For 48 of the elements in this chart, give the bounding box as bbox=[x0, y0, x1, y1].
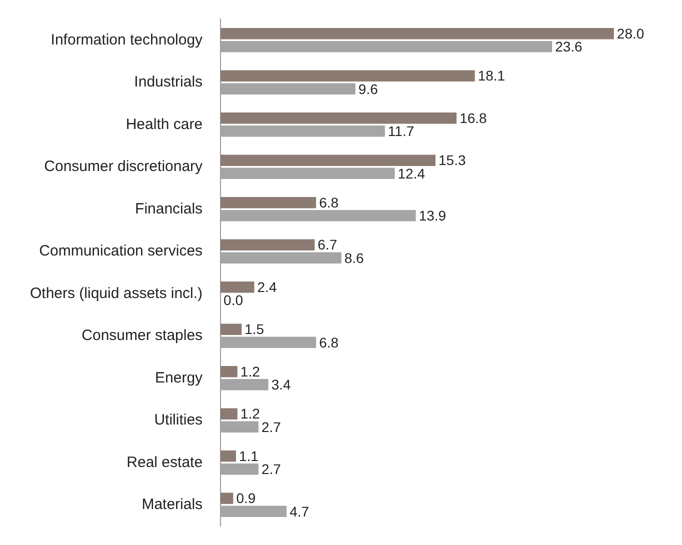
data-label: 18.1 bbox=[478, 68, 506, 84]
bar bbox=[220, 154, 436, 166]
data-label: 4.7 bbox=[290, 503, 310, 520]
data-label: 2.4 bbox=[257, 278, 277, 295]
y-tick-label: Utilities bbox=[154, 412, 203, 429]
data-label: 0.9 bbox=[236, 490, 256, 506]
data-label: 15.3 bbox=[438, 152, 466, 168]
y-tick-label: Consumer discretionary bbox=[44, 158, 204, 176]
data-label: 6.8 bbox=[319, 194, 339, 210]
y-tick-label: Communication services bbox=[39, 242, 203, 260]
data-label: 1.2 bbox=[240, 406, 260, 422]
bar bbox=[220, 196, 316, 208]
bar bbox=[220, 112, 457, 124]
data-label: 1.1 bbox=[239, 448, 259, 464]
data-label: 3.4 bbox=[271, 376, 291, 393]
data-label: 2.7 bbox=[261, 418, 282, 435]
data-label: 13.9 bbox=[418, 208, 446, 224]
y-tick-label: Financials bbox=[135, 200, 203, 218]
bar bbox=[220, 366, 238, 378]
bar bbox=[220, 492, 234, 504]
data-label: 9.6 bbox=[358, 80, 378, 97]
data-label: 12.4 bbox=[398, 165, 426, 182]
data-label: 23.6 bbox=[555, 38, 583, 55]
bar bbox=[220, 450, 236, 462]
y-tick-label: Materials bbox=[142, 496, 203, 514]
data-label: 6.8 bbox=[319, 334, 339, 350]
y-tick-label: Others (liquid assets incl.) bbox=[30, 284, 203, 302]
data-label: 11.7 bbox=[388, 123, 414, 140]
data-label: 2.7 bbox=[261, 461, 282, 478]
data-label: 8.6 bbox=[344, 250, 364, 266]
bar bbox=[220, 408, 238, 420]
bar bbox=[220, 28, 614, 40]
y-tick-label: Health care bbox=[126, 116, 203, 133]
y-tick-label: Information technology bbox=[50, 31, 204, 48]
y-tick-label: Energy bbox=[155, 369, 204, 386]
y-tick-label: Industrials bbox=[134, 74, 203, 91]
data-label: 28.0 bbox=[616, 25, 644, 42]
data-label: 1.2 bbox=[240, 363, 260, 380]
data-label: 6.7 bbox=[318, 236, 338, 253]
bar bbox=[220, 281, 254, 293]
bar bbox=[220, 239, 315, 250]
y-tick-label: Real estate bbox=[126, 454, 203, 471]
y-tick-label: Consumer staples bbox=[82, 327, 203, 344]
bar bbox=[220, 324, 242, 335]
bar bbox=[220, 70, 475, 82]
data-label: 16.8 bbox=[460, 110, 488, 126]
data-label: 0.0 bbox=[224, 292, 244, 308]
data-label: 1.5 bbox=[244, 321, 264, 338]
